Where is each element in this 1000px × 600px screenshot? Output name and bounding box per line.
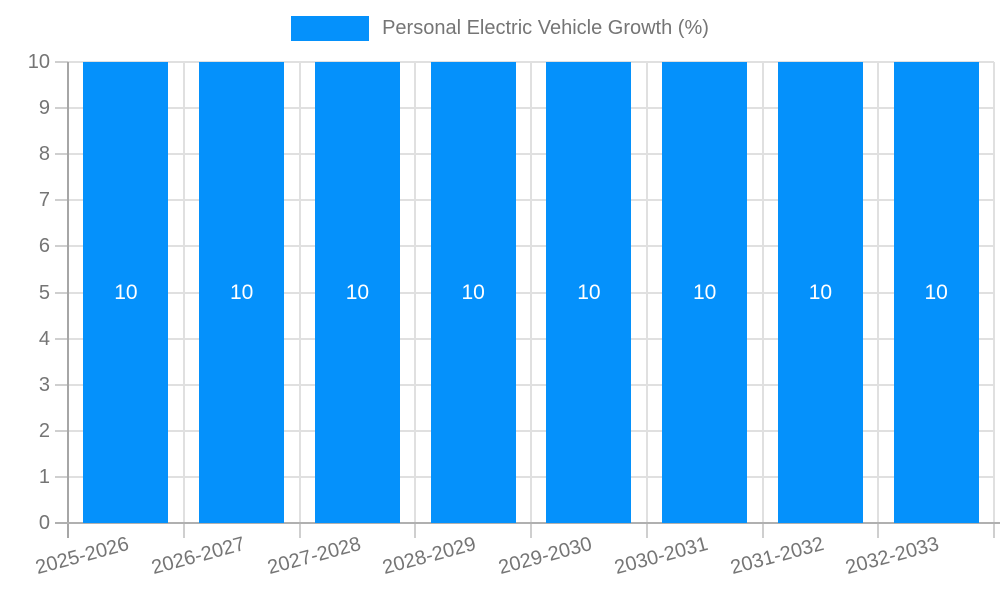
x-tick bbox=[761, 523, 764, 538]
y-tick-label: 1 bbox=[38, 465, 50, 488]
y-tick bbox=[55, 61, 68, 63]
gridline-x bbox=[993, 62, 995, 523]
x-axis-label: 2025-2026 bbox=[33, 533, 132, 580]
y-tick-label: 10 bbox=[27, 51, 50, 73]
x-axis-label: 2031-2032 bbox=[727, 533, 827, 580]
bar bbox=[430, 62, 516, 523]
gridline-x bbox=[182, 62, 185, 523]
y-tick-label: 8 bbox=[38, 143, 50, 166]
y-tick bbox=[55, 429, 68, 432]
bar-value-label: 10 bbox=[577, 280, 601, 304]
x-tick bbox=[414, 523, 417, 538]
bar bbox=[893, 62, 979, 523]
x-axis-label: 2028-2029 bbox=[380, 533, 479, 580]
bar bbox=[546, 62, 632, 523]
bar-value-label: 10 bbox=[692, 280, 717, 304]
y-tick-label: 5 bbox=[38, 281, 50, 304]
bar-value-label: 10 bbox=[924, 280, 948, 304]
y-tick-label: 0 bbox=[38, 512, 50, 534]
gridline-x bbox=[414, 62, 417, 523]
bar-value-label: 10 bbox=[345, 280, 370, 304]
x-tick bbox=[182, 523, 185, 538]
x-axis-label: 2032-2033 bbox=[843, 533, 942, 580]
chart-legend: Personal Electric Vehicle Growth (%) bbox=[0, 16, 1000, 41]
y-tick-label: 3 bbox=[38, 373, 50, 396]
x-tick bbox=[645, 523, 648, 538]
bar-value-label: 10 bbox=[808, 280, 833, 304]
gridline-x bbox=[530, 62, 532, 523]
x-axis-line bbox=[55, 522, 1000, 524]
y-tick bbox=[55, 153, 68, 156]
bar-value-label: 10 bbox=[461, 280, 485, 304]
y-tick-label: 9 bbox=[38, 97, 50, 120]
x-tick bbox=[877, 523, 880, 538]
bar bbox=[777, 62, 863, 523]
y-tick bbox=[55, 383, 68, 386]
y-tick bbox=[55, 245, 68, 248]
x-axis-label: 2029-2030 bbox=[496, 533, 595, 580]
y-tick bbox=[55, 337, 68, 340]
bar-value-label: 10 bbox=[114, 280, 138, 304]
x-axis-label: 2027-2028 bbox=[264, 533, 364, 580]
x-axis-label: 2026-2027 bbox=[149, 533, 248, 580]
legend-swatch bbox=[291, 16, 370, 41]
y-tick-label: 4 bbox=[38, 327, 50, 350]
bar bbox=[83, 62, 169, 523]
x-tick bbox=[993, 523, 995, 538]
x-tick bbox=[530, 523, 532, 538]
gridline-x bbox=[645, 62, 648, 523]
y-tick bbox=[55, 475, 68, 478]
y-tick bbox=[55, 291, 68, 294]
y-tick bbox=[55, 107, 68, 110]
y-tick-label: 7 bbox=[38, 189, 50, 212]
gridline-x bbox=[877, 62, 880, 523]
bar bbox=[662, 62, 748, 523]
y-tick-label: 2 bbox=[38, 419, 50, 442]
x-tick bbox=[298, 523, 301, 538]
y-tick-label: 6 bbox=[38, 235, 50, 258]
bar bbox=[199, 62, 285, 523]
gridline-x bbox=[298, 62, 301, 523]
legend-label: Personal Electric Vehicle Growth (%) bbox=[382, 17, 709, 39]
bar-value-label: 10 bbox=[229, 280, 254, 304]
x-axis-label: 2030-2031 bbox=[612, 533, 711, 580]
y-axis-line bbox=[67, 62, 69, 538]
gridline-x bbox=[761, 62, 764, 523]
bar bbox=[314, 62, 400, 523]
y-tick bbox=[55, 199, 68, 202]
